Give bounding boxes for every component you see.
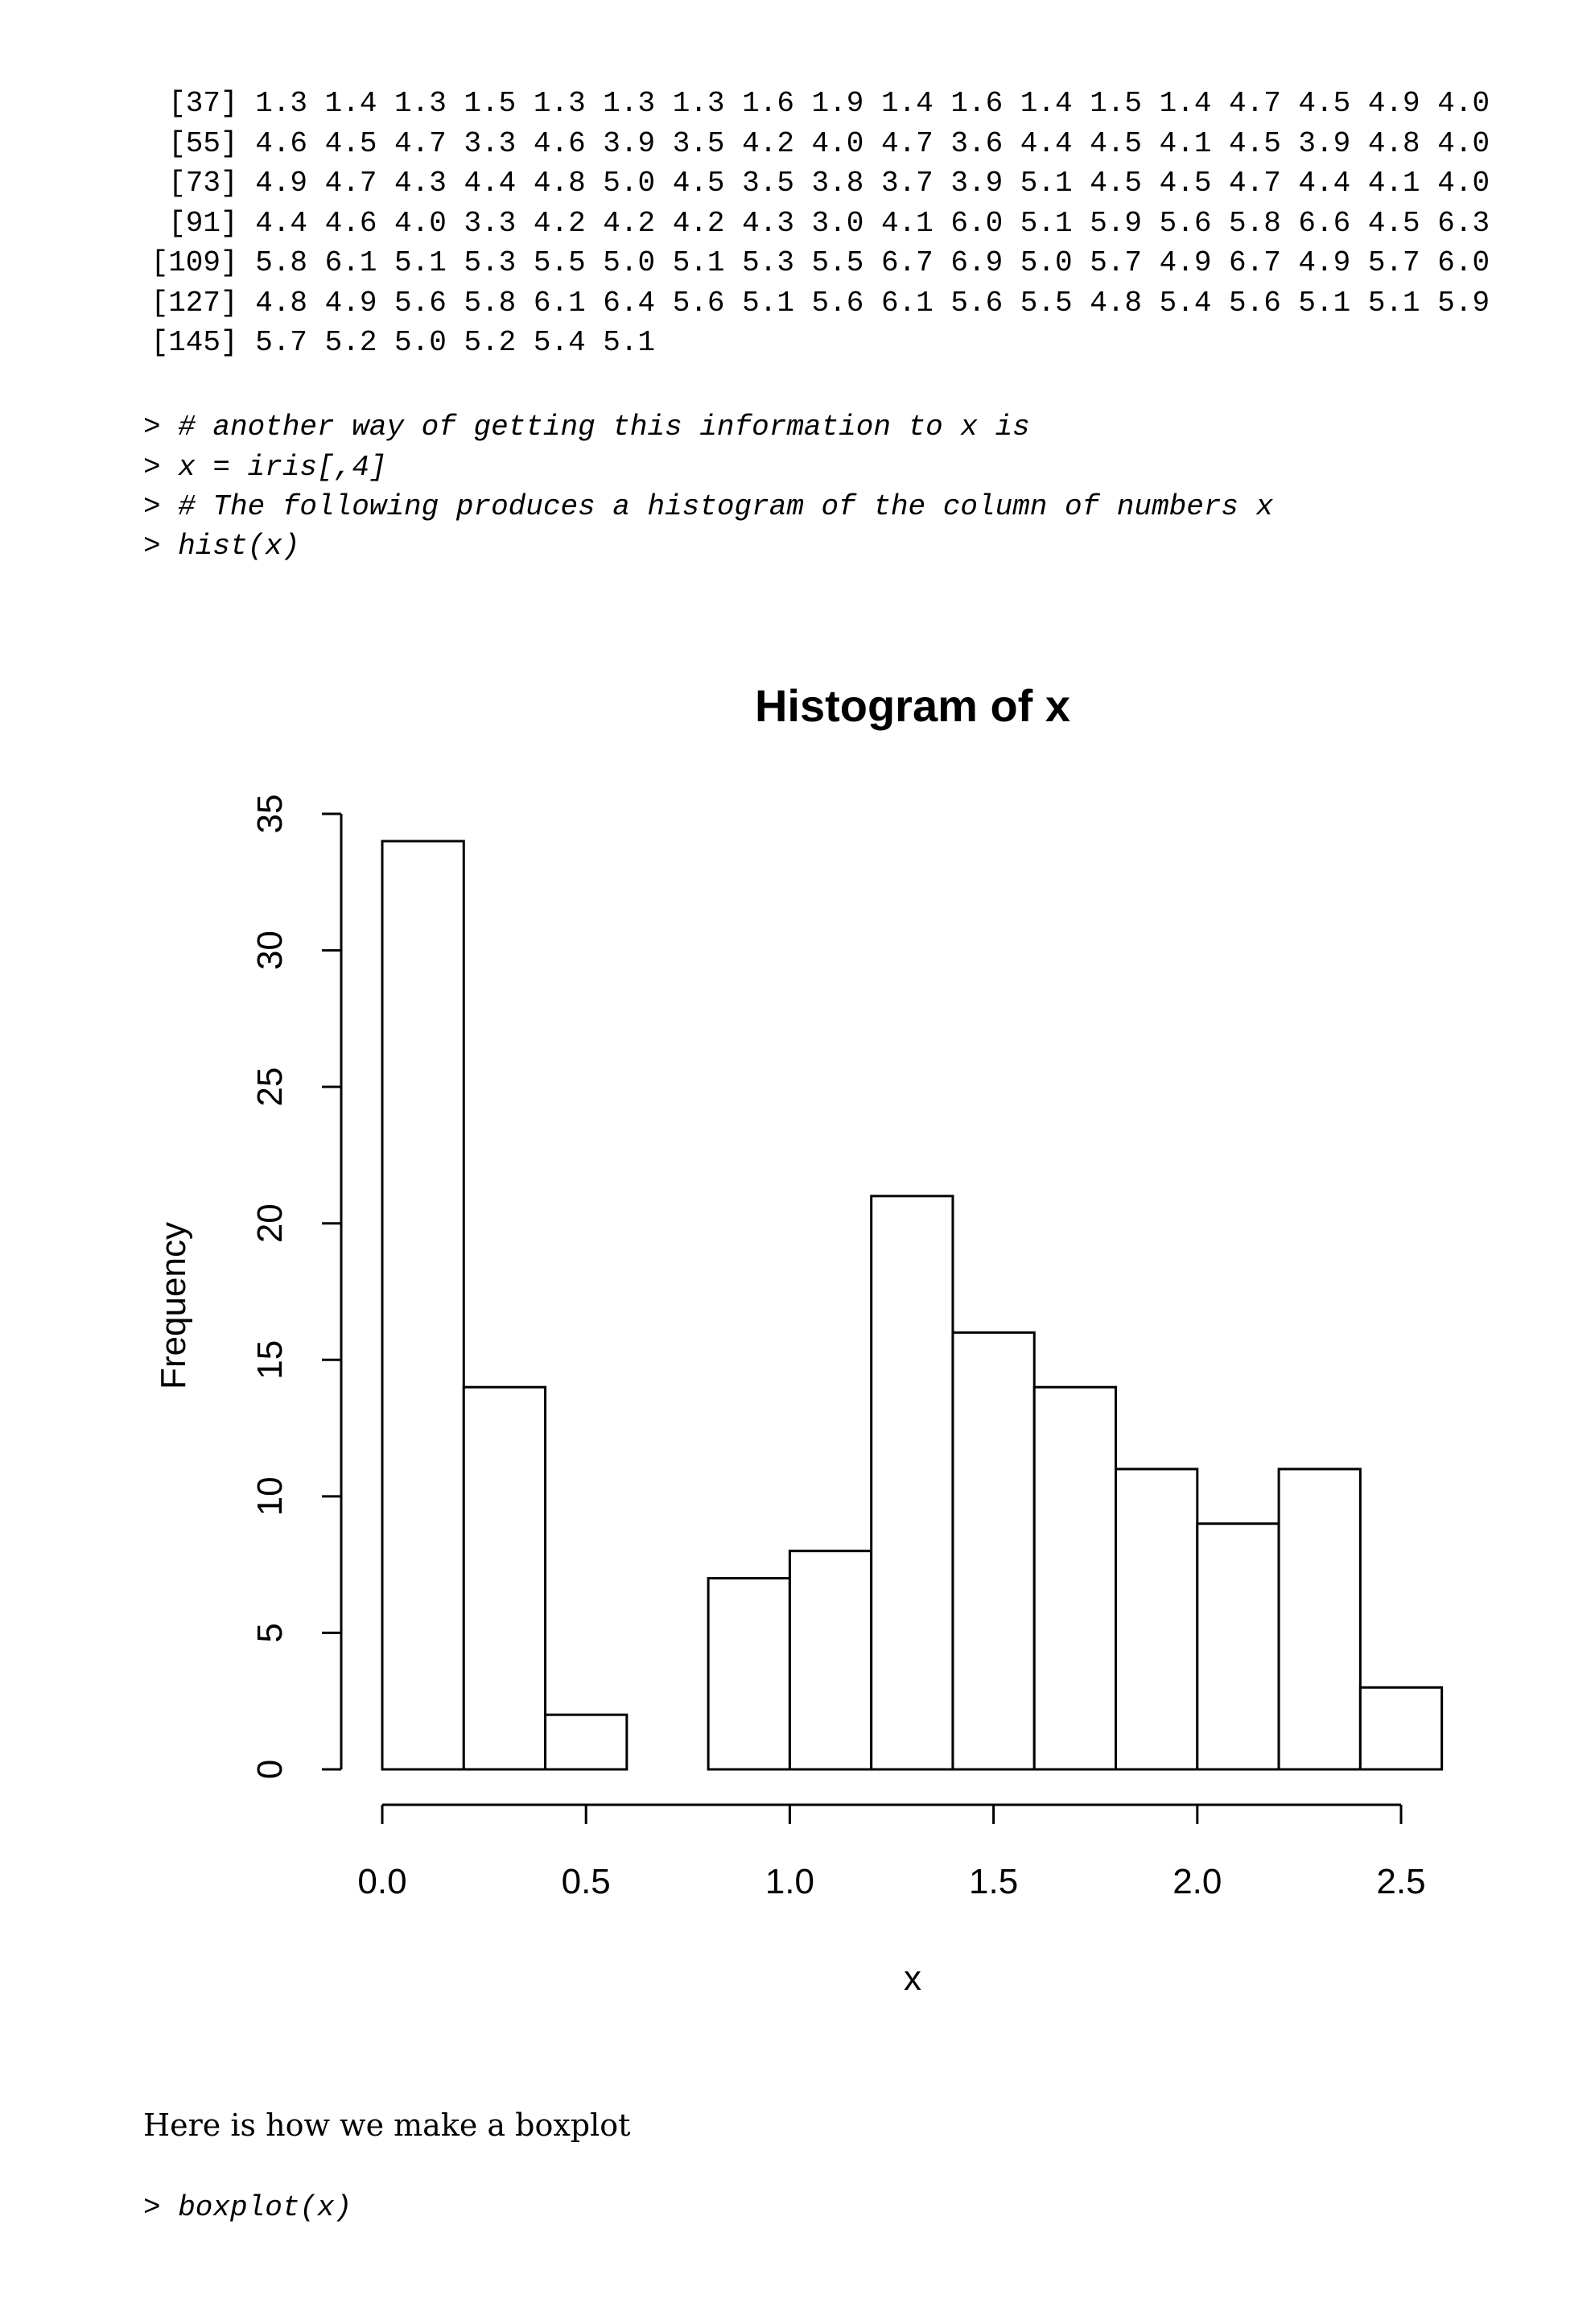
command-line: > # The following produces a histogram o… (143, 490, 1274, 523)
y-tick-label: 30 (250, 931, 290, 970)
command-line: > x = iris[,4] (143, 451, 387, 484)
output-line: [55] 4.6 4.5 4.7 3.3 4.6 3.9 3.5 4.2 4.0… (134, 127, 1490, 160)
command-line: > boxplot(x) (143, 2191, 352, 2224)
x-tick-label: 2.5 (1376, 1862, 1425, 1901)
y-tick-label: 35 (250, 795, 290, 834)
output-line: [37] 1.3 1.4 1.3 1.5 1.3 1.3 1.3 1.6 1.9… (134, 87, 1490, 120)
x-tick-label: 1.5 (969, 1862, 1018, 1901)
output-line: [109] 5.8 6.1 5.1 5.3 5.5 5.0 5.1 5.3 5.… (134, 246, 1490, 279)
histogram-bar (381, 840, 465, 1771)
output-line: [73] 4.9 4.7 4.3 4.4 4.8 5.0 4.5 3.5 3.8… (134, 167, 1490, 200)
y-axis-label: Frequency (154, 1222, 193, 1389)
y-tick-label: 10 (250, 1476, 290, 1516)
histogram-bar (462, 1385, 547, 1771)
histogram-bar (1032, 1385, 1118, 1771)
histogram-bar (1358, 1686, 1444, 1771)
output-line: [127] 4.8 4.9 5.6 5.8 6.1 6.4 5.6 5.1 5.… (134, 287, 1490, 320)
y-tick-label: 20 (250, 1203, 290, 1243)
command-line: > hist(x) (143, 530, 300, 563)
histogram-bar (1277, 1467, 1362, 1771)
output-line: [91] 4.4 4.6 4.0 3.3 4.2 4.2 4.2 4.3 3.0… (134, 207, 1490, 240)
y-tick-label: 5 (250, 1623, 290, 1642)
histogram-bar (788, 1550, 873, 1771)
y-tick-label: 25 (250, 1067, 290, 1107)
y-tick-label: 15 (250, 1340, 290, 1380)
y-tick-label: 0 (250, 1760, 290, 1779)
histogram-bar (1196, 1522, 1280, 1771)
x-axis-label: x (904, 1959, 921, 1998)
chart-title: Histogram of x (755, 680, 1070, 731)
x-tick-label: 0.5 (562, 1862, 611, 1901)
prose-text: Here is how we make a boxplot (143, 2107, 631, 2143)
histogram-bar (951, 1331, 1036, 1771)
histogram-bar (544, 1713, 629, 1771)
x-tick-label: 0.0 (357, 1862, 406, 1901)
x-tick-label: 2.0 (1173, 1862, 1222, 1901)
histogram-bar (870, 1195, 954, 1771)
histogram-bar (1115, 1467, 1199, 1771)
output-line: [145] 5.7 5.2 5.0 5.2 5.4 5.1 (134, 326, 656, 359)
x-tick-label: 1.0 (765, 1862, 814, 1901)
command-line: > # another way of getting this informat… (143, 411, 1030, 444)
histogram-bar (707, 1577, 791, 1771)
